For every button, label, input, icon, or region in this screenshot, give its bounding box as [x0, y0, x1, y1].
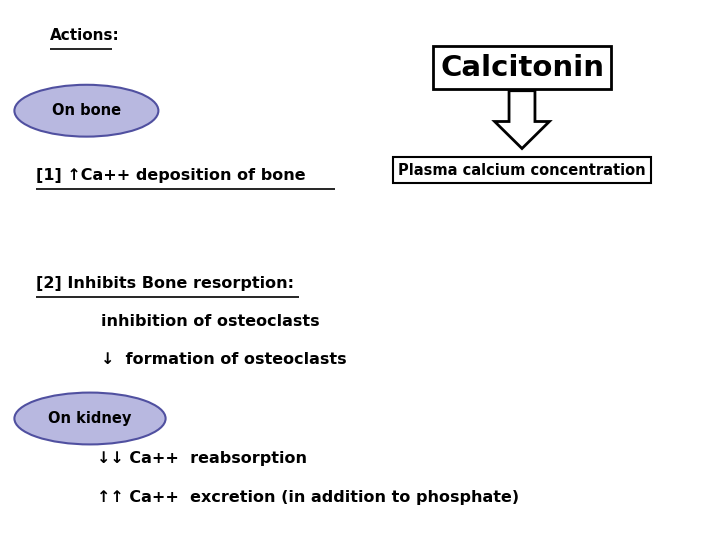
Ellipse shape [14, 393, 166, 444]
Text: [1] ↑Ca++ deposition of bone: [1] ↑Ca++ deposition of bone [36, 168, 305, 183]
Text: Actions:: Actions: [50, 28, 120, 43]
Text: On kidney: On kidney [48, 411, 132, 426]
Polygon shape [495, 91, 549, 148]
Text: ↓↓ Ca++  reabsorption: ↓↓ Ca++ reabsorption [97, 451, 307, 467]
Text: ↓  formation of osteoclasts: ↓ formation of osteoclasts [101, 352, 346, 367]
Text: [2] Inhibits Bone resorption:: [2] Inhibits Bone resorption: [36, 276, 294, 291]
Text: Calcitonin: Calcitonin [440, 53, 604, 82]
Text: ↑↑ Ca++  excretion (in addition to phosphate): ↑↑ Ca++ excretion (in addition to phosph… [97, 490, 519, 505]
Text: Plasma calcium concentration: Plasma calcium concentration [398, 163, 646, 178]
Ellipse shape [14, 85, 158, 137]
Text: On bone: On bone [52, 103, 121, 118]
Text: inhibition of osteoclasts: inhibition of osteoclasts [101, 314, 320, 329]
